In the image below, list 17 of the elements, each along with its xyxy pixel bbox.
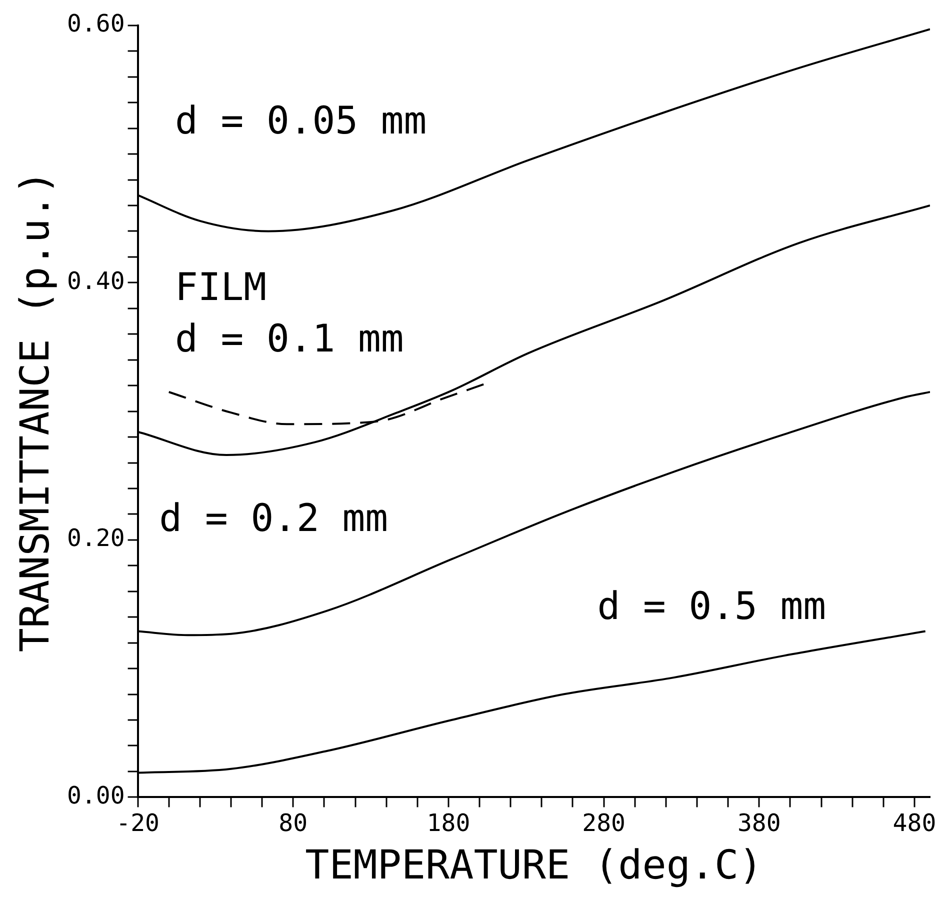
y-axis-title: TRANSMITTANCE (p.u.) (12, 170, 58, 652)
x-tick-label: -20 (116, 808, 160, 837)
annotation: d = 0.2 mm (159, 496, 388, 540)
y-tick-label: 0.20 (67, 524, 125, 552)
annotation: d = 0.1 mm (175, 316, 404, 361)
x-tick-label: 280 (582, 808, 626, 837)
annotation: d = 0.5 mm (597, 584, 826, 628)
x-tick-label: 380 (737, 808, 781, 837)
x-tick-label: 480 (892, 808, 936, 837)
x-tick-label: 180 (426, 808, 470, 837)
y-tick-label: 0.60 (67, 10, 125, 38)
annotation: FILM (175, 265, 267, 309)
annotation: d = 0.05 mm (175, 98, 427, 142)
x-axis-title: TEMPERATURE (deg.C) (305, 842, 763, 888)
y-tick-label: 0.40 (67, 266, 125, 295)
y-tick-label: 0.00 (67, 781, 125, 810)
x-tick-label: 80 (278, 808, 308, 837)
